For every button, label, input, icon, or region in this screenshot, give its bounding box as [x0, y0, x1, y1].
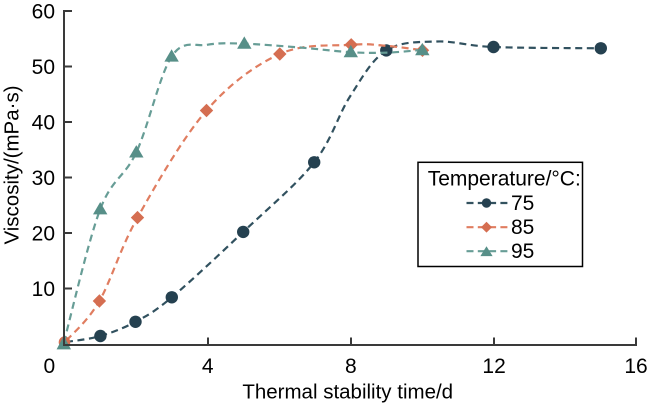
- svg-text:20: 20: [32, 223, 55, 246]
- svg-text:50: 50: [32, 56, 55, 79]
- svg-text:Temperature/°C:: Temperature/°C:: [428, 167, 581, 190]
- svg-text:12: 12: [482, 355, 505, 378]
- svg-text:85: 85: [511, 216, 534, 239]
- svg-text:4: 4: [202, 355, 214, 378]
- svg-text:16: 16: [624, 355, 647, 378]
- svg-text:40: 40: [32, 112, 55, 135]
- svg-text:95: 95: [511, 240, 534, 263]
- svg-text:Viscosity/(mPa·s): Viscosity/(mPa·s): [1, 85, 24, 244]
- svg-text:10: 10: [32, 278, 55, 301]
- svg-text:75: 75: [511, 192, 534, 215]
- svg-text:8: 8: [345, 355, 357, 378]
- svg-text:30: 30: [32, 167, 55, 190]
- svg-text:Thermal stability time/d: Thermal stability time/d: [242, 381, 453, 404]
- svg-text:0: 0: [43, 355, 55, 378]
- svg-text:60: 60: [32, 1, 55, 24]
